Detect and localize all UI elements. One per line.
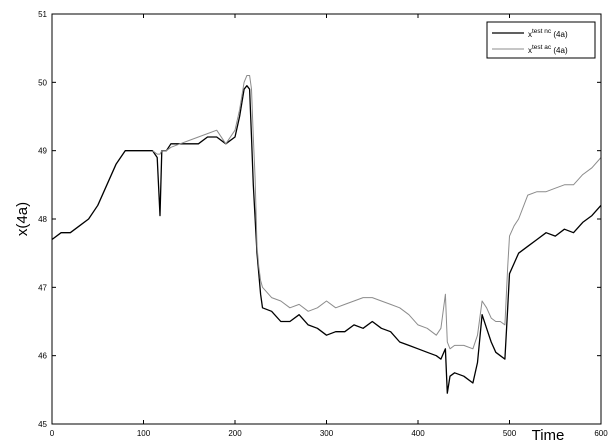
- legend-label-1: xtest ac (4a): [528, 44, 568, 55]
- x-axis-label: Time: [532, 427, 565, 443]
- y-tick-label: 51: [38, 10, 47, 19]
- series-line-0: [51, 85, 602, 394]
- legend-box: [486, 21, 596, 59]
- legend-label-0: xtest nc (4a): [528, 28, 568, 39]
- y-tick-label: 45: [38, 420, 47, 429]
- x-tick-label: 200: [228, 429, 242, 438]
- x-tick-label: 0: [50, 429, 55, 438]
- y-axis-ticks: 45 46 47 48 49 50 51: [38, 10, 601, 429]
- legend: xtest nc (4a) xtest ac (4a): [486, 21, 596, 59]
- y-tick-label: 49: [38, 147, 47, 156]
- series-line-1: [152, 75, 602, 350]
- series-layer: [51, 75, 602, 394]
- x-tick-label: 600: [594, 429, 608, 438]
- y-tick-label: 47: [38, 283, 47, 292]
- x-tick-label: 100: [137, 429, 151, 438]
- y-axis-label: x(4a): [14, 202, 31, 236]
- x-tick-label: 400: [411, 429, 425, 438]
- x-tick-label: 300: [320, 429, 334, 438]
- x-tick-label: 500: [503, 429, 517, 438]
- y-tick-label: 46: [38, 352, 47, 361]
- y-tick-label: 48: [38, 215, 47, 224]
- x-axis-ticks: 0 100 200 300 400 500 600: [50, 14, 608, 438]
- y-tick-label: 50: [38, 78, 47, 87]
